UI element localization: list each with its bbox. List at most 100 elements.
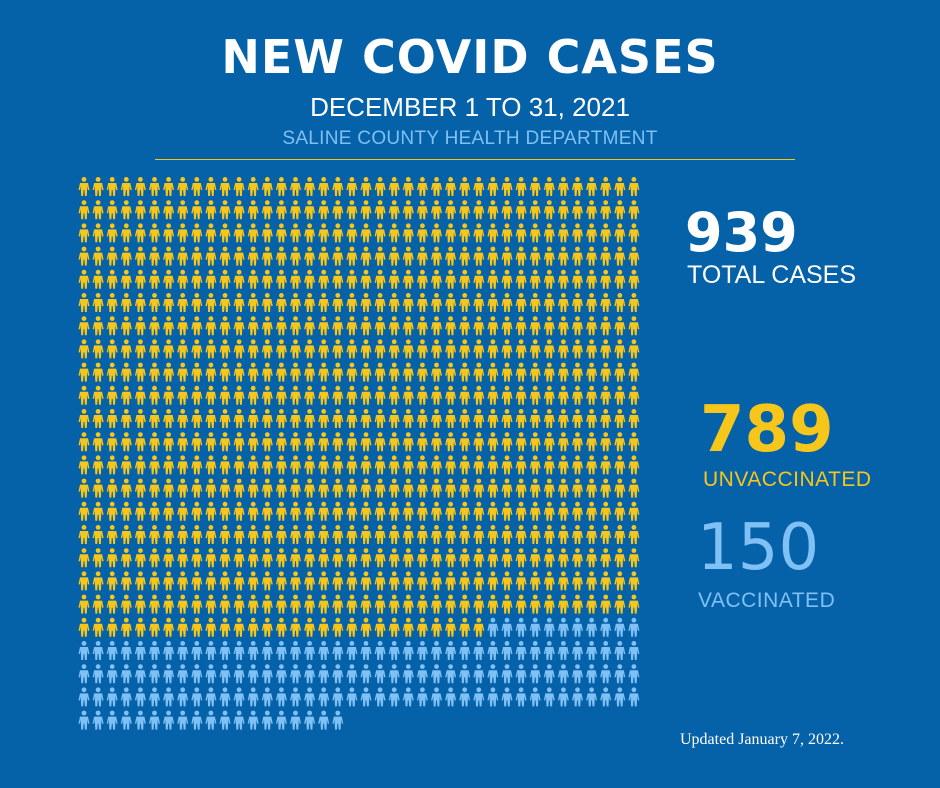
vaccinated-person-icon (191, 664, 203, 684)
unvaccinated-person-icon (318, 362, 330, 382)
unvaccinated-person-icon (374, 200, 386, 220)
unvaccinated-person-icon (261, 525, 273, 544)
unvaccinated-person-icon (163, 200, 175, 220)
vaccinated-person-icon (233, 664, 245, 684)
unvaccinated-person-icon (134, 617, 146, 637)
vaccinated-person-icon (233, 710, 245, 730)
unvaccinated-person-icon (374, 177, 386, 196)
unvaccinated-person-icon (572, 501, 583, 521)
unvaccinated-person-icon (586, 409, 598, 428)
unvaccinated-person-icon (473, 316, 485, 336)
unvaccinated-person-icon (431, 339, 442, 359)
unvaccinated-person-icon (557, 455, 569, 475)
unvaccinated-person-icon (431, 571, 442, 591)
unvaccinated-person-icon (191, 594, 203, 614)
unvaccinated-person-icon (473, 385, 485, 405)
unvaccinated-person-icon (628, 501, 640, 521)
unvaccinated-person-icon (501, 293, 513, 312)
unvaccinated-person-icon (388, 478, 400, 498)
unvaccinated-person-icon (205, 501, 217, 521)
unvaccinated-person-icon (374, 548, 386, 568)
unvaccinated-person-icon (92, 525, 104, 544)
unvaccinated-person-icon (233, 200, 245, 220)
unvaccinated-person-icon (149, 525, 160, 544)
unvaccinated-person-icon (346, 339, 358, 359)
unvaccinated-person-icon (543, 455, 555, 475)
unvaccinated-person-icon (92, 339, 104, 359)
unvaccinated-person-icon (515, 409, 527, 428)
unvaccinated-person-icon (177, 223, 189, 243)
unvaccinated-person-icon (614, 571, 626, 591)
unvaccinated-person-icon (501, 409, 513, 428)
vaccinated-person-icon (191, 710, 203, 730)
unvaccinated-person-icon (543, 362, 555, 382)
vaccinated-person-icon (614, 664, 626, 684)
unvaccinated-person-icon (233, 177, 245, 196)
unvaccinated-person-icon (318, 478, 330, 498)
unvaccinated-person-icon (402, 362, 414, 382)
unvaccinated-person-icon (600, 385, 612, 405)
unvaccinated-person-icon (416, 177, 428, 196)
unvaccinated-person-icon (304, 293, 316, 312)
unvaccinated-person-icon (628, 223, 640, 243)
unvaccinated-person-icon (233, 478, 245, 498)
vaccinated-person-icon (78, 710, 90, 730)
unvaccinated-person-icon (529, 269, 541, 289)
unvaccinated-person-icon (543, 385, 555, 405)
unvaccinated-person-icon (177, 548, 189, 568)
vaccinated-person-icon (219, 664, 231, 684)
unvaccinated-person-icon (304, 455, 316, 475)
unvaccinated-person-icon (402, 293, 414, 312)
unvaccinated-person-icon (473, 455, 485, 475)
unvaccinated-person-icon (205, 617, 217, 637)
unvaccinated-person-icon (586, 455, 598, 475)
unvaccinated-person-icon (586, 177, 598, 196)
unvaccinated-person-icon (233, 617, 245, 637)
unvaccinated-person-icon (614, 432, 626, 452)
unvaccinated-person-icon (332, 316, 344, 336)
vaccinated-person-icon (247, 687, 259, 707)
unvaccinated-person-icon (487, 246, 499, 266)
unvaccinated-person-icon (360, 409, 372, 428)
unvaccinated-person-icon (360, 269, 372, 289)
unvaccinated-person-icon (431, 548, 442, 568)
unvaccinated-person-icon (586, 432, 598, 452)
unvaccinated-person-icon (529, 432, 541, 452)
unvaccinated-person-icon (501, 246, 513, 266)
unvaccinated-person-icon (402, 617, 414, 637)
vaccinated-person-icon (487, 664, 499, 684)
unvaccinated-person-icon (557, 362, 569, 382)
unvaccinated-person-icon (572, 177, 583, 196)
unvaccinated-person-icon (557, 571, 569, 591)
unvaccinated-person-icon (233, 223, 245, 243)
unvaccinated-person-icon (332, 409, 344, 428)
unvaccinated-person-icon (149, 617, 160, 637)
unvaccinated-person-icon (501, 548, 513, 568)
unvaccinated-person-icon (261, 478, 273, 498)
unvaccinated-person-icon (529, 293, 541, 312)
unvaccinated-person-icon (261, 223, 273, 243)
unvaccinated-person-icon (219, 200, 231, 220)
vaccinated-person-icon (543, 664, 555, 684)
unvaccinated-person-icon (515, 478, 527, 498)
unvaccinated-person-icon (332, 432, 344, 452)
vaccinated-person-icon (487, 641, 499, 660)
unvaccinated-person-icon (177, 293, 189, 312)
unvaccinated-person-icon (219, 525, 231, 544)
unvaccinated-person-icon (290, 200, 301, 220)
unvaccinated-person-icon (572, 200, 583, 220)
unvaccinated-person-icon (149, 478, 160, 498)
unvaccinated-person-icon (205, 385, 217, 405)
vaccinated-person-icon (304, 687, 316, 707)
unvaccinated-person-icon (572, 246, 583, 266)
vaccinated-person-icon (543, 687, 555, 707)
unvaccinated-person-icon (346, 501, 358, 521)
unvaccinated-person-icon (445, 293, 457, 312)
vaccinated-person-icon (219, 710, 231, 730)
vaccinated-person-icon (416, 664, 428, 684)
unvaccinated-person-icon (134, 455, 146, 475)
unvaccinated-person-icon (191, 246, 203, 266)
unvaccinated-person-icon (515, 293, 527, 312)
unvaccinated-person-icon (416, 432, 428, 452)
unvaccinated-person-icon (487, 269, 499, 289)
